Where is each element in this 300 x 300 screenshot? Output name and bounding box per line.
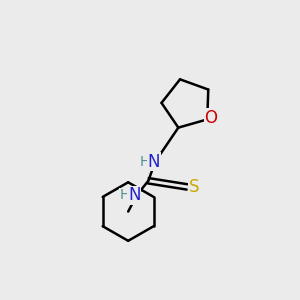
Text: S: S xyxy=(189,178,199,196)
Text: H: H xyxy=(120,188,130,203)
Text: N: N xyxy=(148,152,160,170)
Text: O: O xyxy=(205,109,218,127)
Text: N: N xyxy=(128,186,141,204)
Text: H: H xyxy=(139,154,150,169)
